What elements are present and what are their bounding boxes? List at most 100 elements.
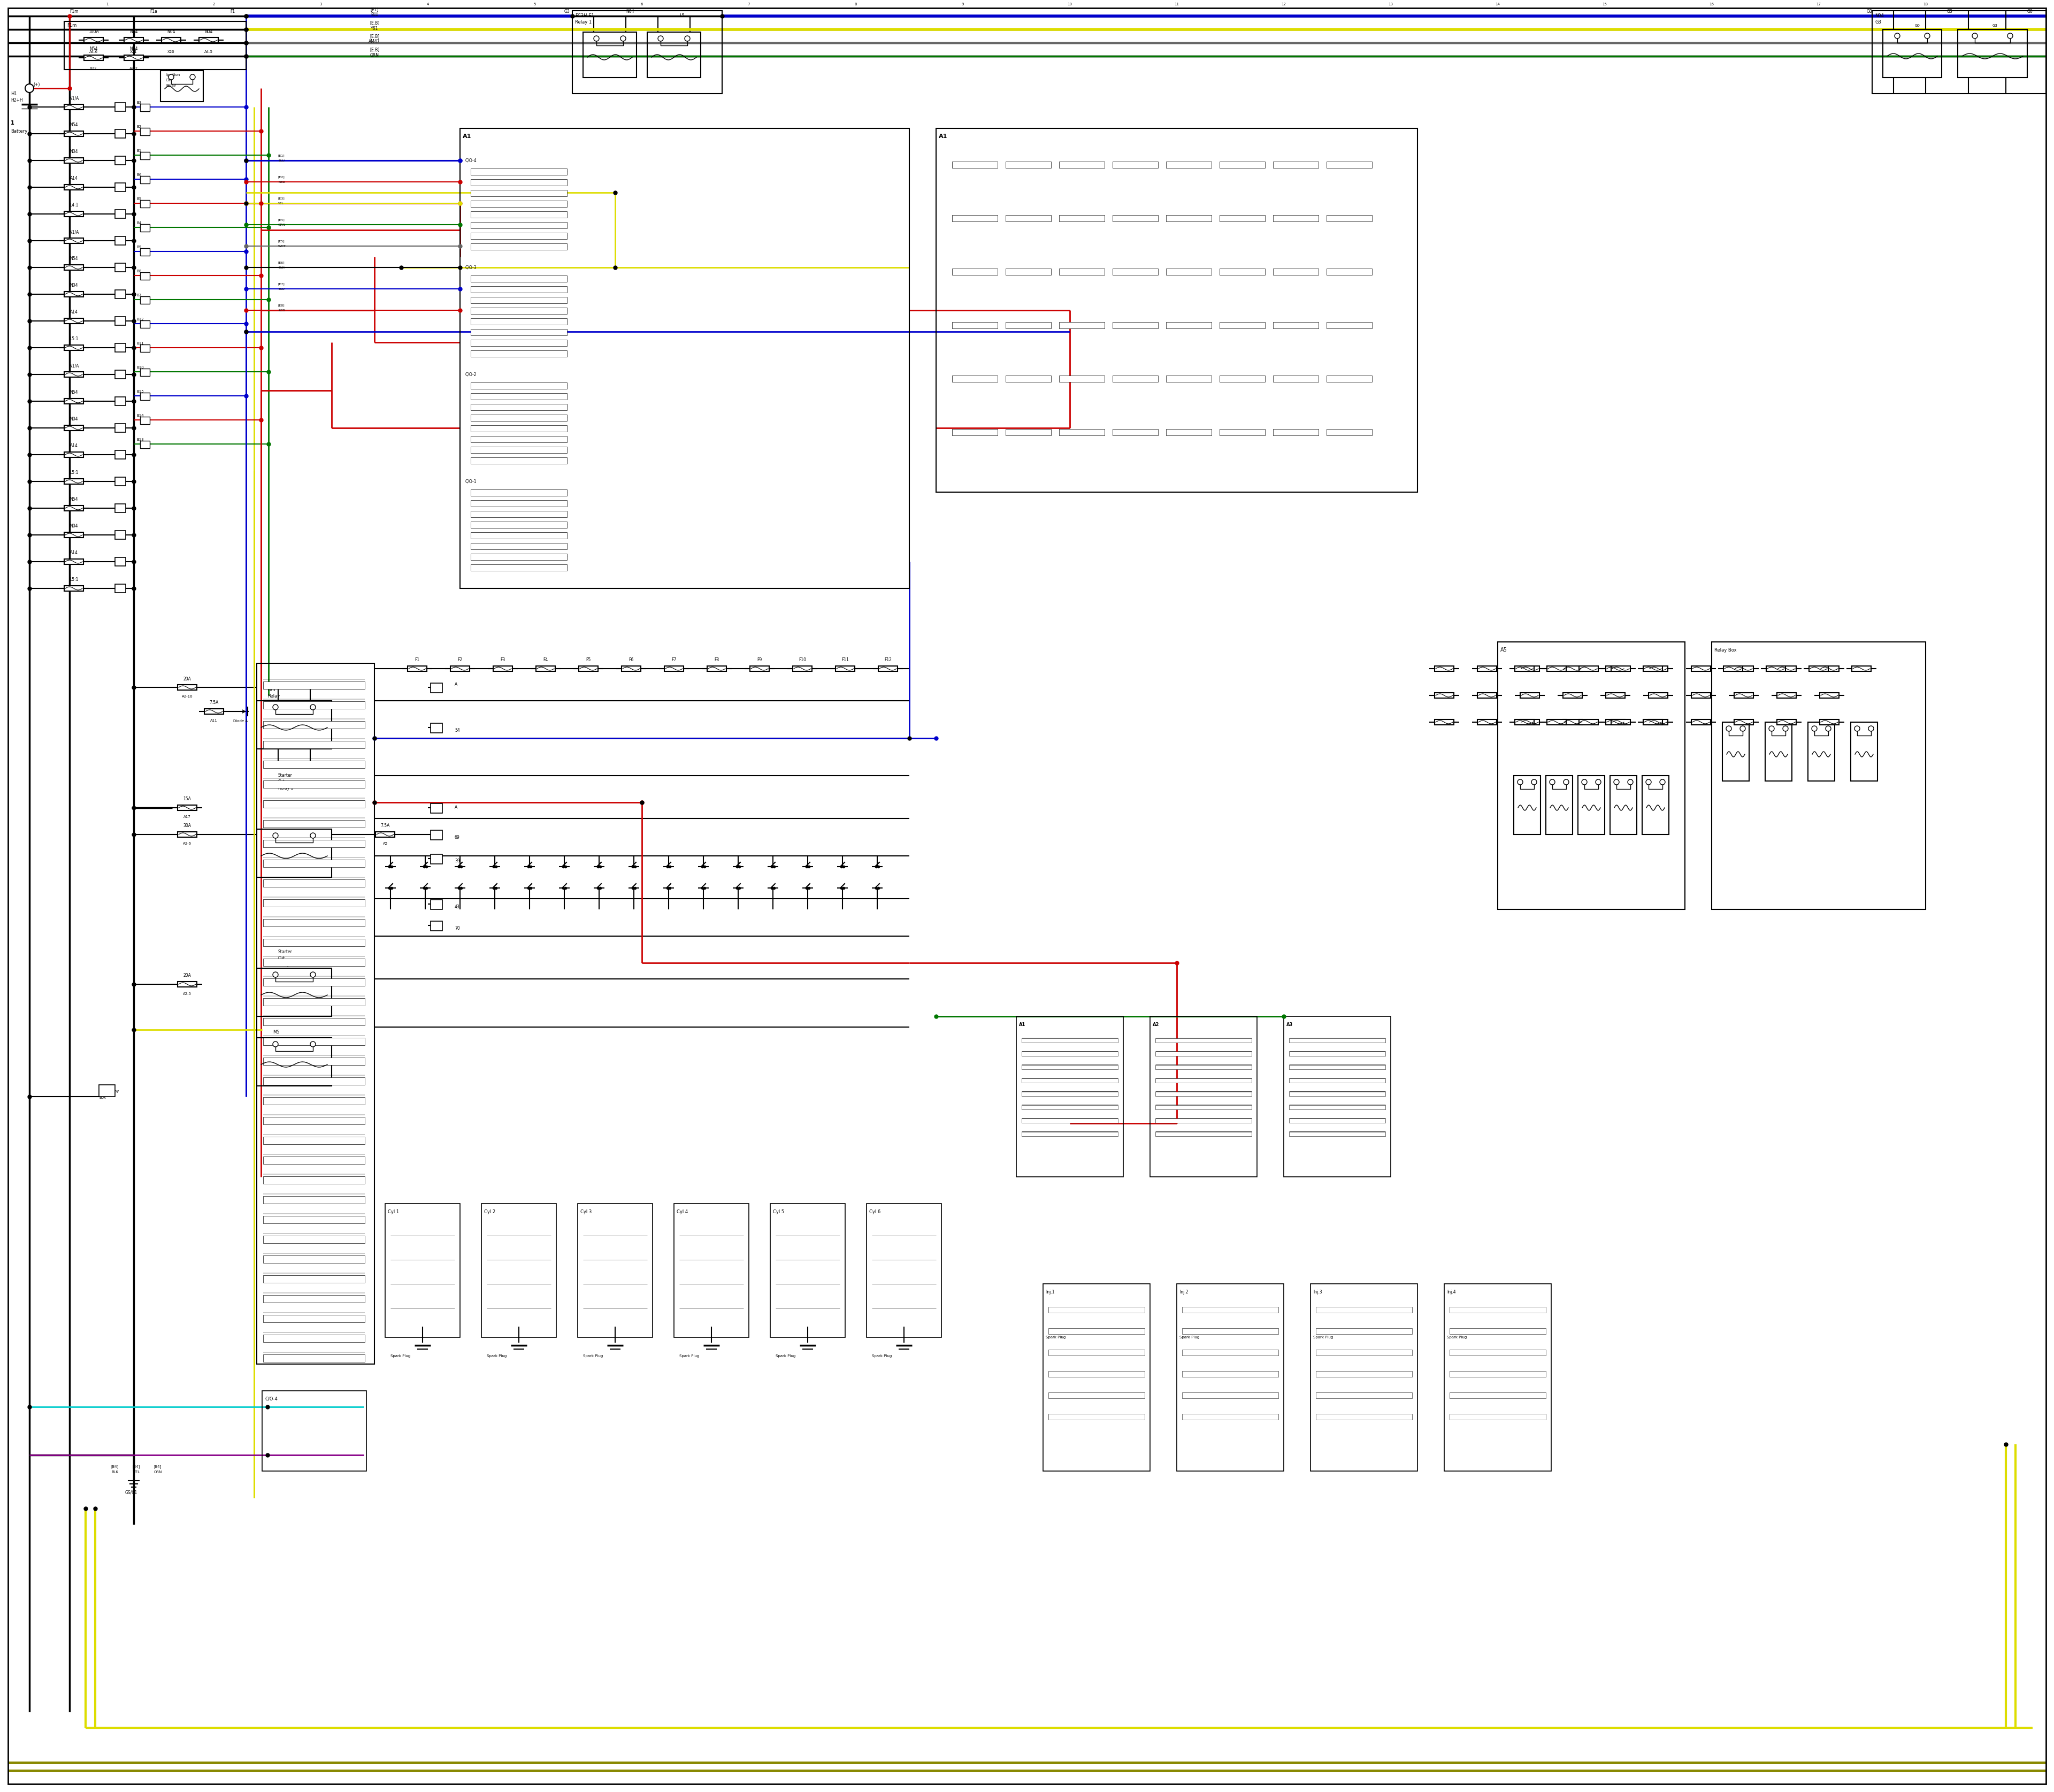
Bar <box>1021 1118 1117 1124</box>
Circle shape <box>25 84 33 93</box>
Bar <box>376 831 394 837</box>
Bar <box>263 1256 366 1263</box>
Circle shape <box>2007 34 2013 38</box>
Text: [E4]: [E4] <box>111 1466 119 1469</box>
Text: Circ.: Circ. <box>166 79 175 82</box>
Text: X31: X31 <box>117 133 123 136</box>
Bar <box>577 1204 653 1337</box>
Text: 3: 3 <box>320 2 322 5</box>
Text: B7: B7 <box>136 294 142 297</box>
Bar <box>470 297 567 303</box>
Bar <box>1113 215 1158 222</box>
Bar <box>177 805 197 810</box>
Bar <box>470 554 567 561</box>
Text: YEL: YEL <box>277 202 283 204</box>
Text: A: A <box>454 683 458 686</box>
Bar <box>140 296 150 305</box>
Bar <box>470 403 567 410</box>
Bar <box>1450 1371 1547 1376</box>
Text: M2: M2 <box>273 821 279 826</box>
Circle shape <box>1826 726 1830 731</box>
Text: F5: F5 <box>585 658 592 663</box>
Bar <box>707 667 727 672</box>
Bar <box>1851 722 1877 781</box>
Bar <box>1167 376 1212 382</box>
Bar <box>1497 642 1684 909</box>
Text: G0: G0 <box>2027 9 2033 14</box>
Bar <box>1317 1306 1413 1314</box>
Bar <box>140 201 150 208</box>
Text: 43: 43 <box>431 903 438 905</box>
Text: N1/A: N1/A <box>70 97 78 100</box>
Text: 7: 7 <box>748 2 750 5</box>
Text: B3: B3 <box>136 100 142 104</box>
Bar <box>1310 1283 1417 1471</box>
Bar <box>407 667 427 672</box>
Text: 100A: 100A <box>88 29 99 34</box>
Bar <box>140 392 150 400</box>
Bar <box>140 104 150 111</box>
Bar <box>115 183 125 192</box>
Bar <box>115 344 125 351</box>
Bar <box>1766 667 1785 672</box>
Circle shape <box>594 36 600 41</box>
Text: A2-10: A2-10 <box>181 695 193 699</box>
Text: A2-6: A2-6 <box>183 842 191 846</box>
Bar <box>1113 428 1158 435</box>
Circle shape <box>1972 34 1978 38</box>
Text: Spark Plug: Spark Plug <box>1045 1335 1066 1339</box>
Bar <box>1610 776 1637 835</box>
Bar <box>115 129 125 138</box>
Text: 17: 17 <box>1816 2 1822 5</box>
Bar <box>1820 667 1838 672</box>
Bar <box>263 1077 366 1084</box>
Text: X38: X38 <box>117 561 123 563</box>
Text: X36: X36 <box>117 453 123 457</box>
Text: Cyl 4: Cyl 4 <box>676 1210 688 1213</box>
Bar <box>1450 1306 1547 1314</box>
Text: [E8]: [E8] <box>277 305 286 306</box>
Bar <box>1154 1118 1251 1124</box>
Text: F12: F12 <box>883 658 891 663</box>
Bar <box>1154 1133 1251 1136</box>
Bar <box>1450 1392 1547 1398</box>
Bar <box>263 880 366 887</box>
Text: Spark Plug: Spark Plug <box>1313 1335 1333 1339</box>
Bar <box>1450 1328 1547 1333</box>
Text: Relay Box: Relay Box <box>1715 647 1736 652</box>
Circle shape <box>1549 780 1555 785</box>
Text: Cyl 3: Cyl 3 <box>581 1210 592 1213</box>
Bar <box>1167 269 1212 274</box>
Text: N1/A: N1/A <box>70 364 78 369</box>
Bar <box>793 667 811 672</box>
Bar <box>470 211 567 217</box>
Bar <box>1006 428 1052 435</box>
Bar <box>64 211 84 217</box>
Text: F1: F1 <box>230 9 234 14</box>
Text: 20A: 20A <box>183 973 191 978</box>
Text: AM47: AM47 <box>368 39 380 45</box>
Text: C/O-3: C/O-3 <box>466 265 477 271</box>
Bar <box>1810 667 1828 672</box>
Bar <box>1777 719 1795 724</box>
Bar <box>263 1038 366 1045</box>
Bar <box>1777 694 1795 699</box>
Bar <box>1273 215 1319 222</box>
Bar <box>84 38 103 43</box>
Bar <box>1327 428 1372 435</box>
Text: A2-8: A2-8 <box>117 586 125 590</box>
Bar <box>263 978 366 986</box>
Text: X22: X22 <box>90 66 97 70</box>
Bar <box>263 1355 366 1362</box>
Bar <box>431 900 442 909</box>
Bar <box>1220 428 1265 435</box>
Bar <box>470 201 567 208</box>
Bar <box>1043 1283 1150 1471</box>
Bar <box>263 1057 366 1064</box>
Text: Starter: Starter <box>277 772 292 778</box>
Text: F1m: F1m <box>70 9 78 14</box>
Bar <box>1021 1091 1117 1097</box>
Text: 16: 16 <box>1709 2 1715 5</box>
Text: X21: X21 <box>129 50 138 54</box>
Text: X34: X34 <box>117 319 123 323</box>
